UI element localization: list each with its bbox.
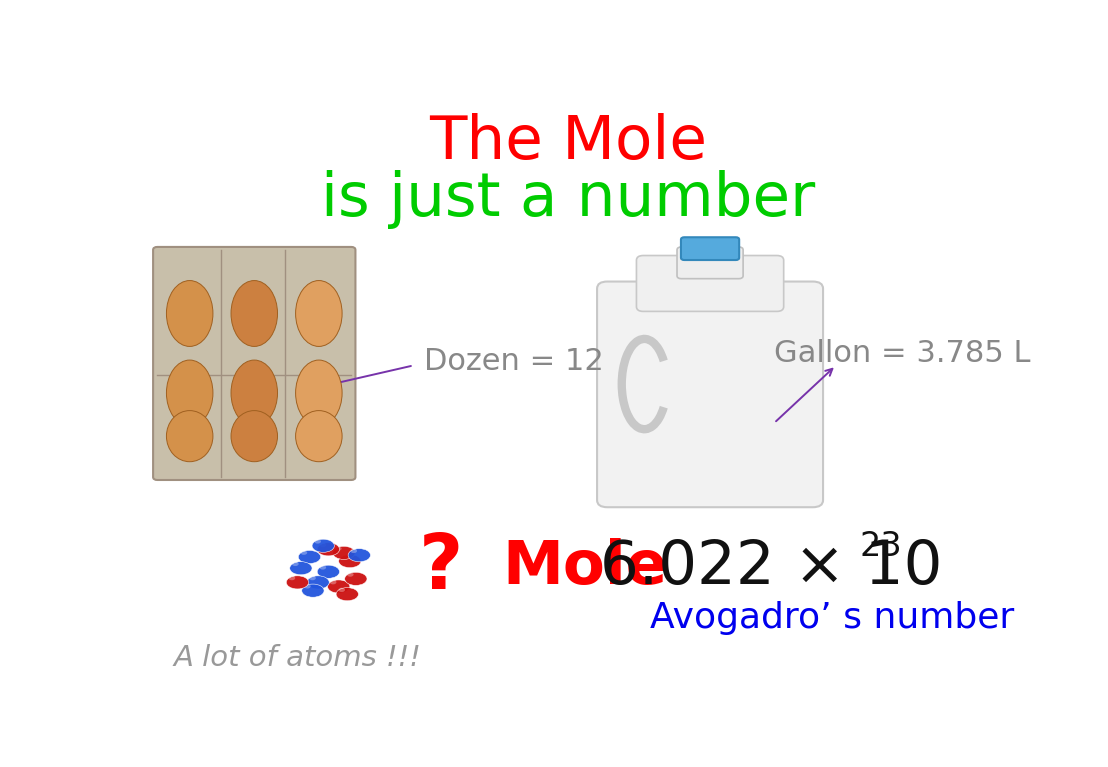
Ellipse shape xyxy=(345,572,367,585)
Text: Gallon = 3.785 L: Gallon = 3.785 L xyxy=(774,339,1030,368)
Ellipse shape xyxy=(300,551,307,555)
FancyBboxPatch shape xyxy=(636,255,783,311)
Ellipse shape xyxy=(339,555,361,568)
Ellipse shape xyxy=(166,360,213,426)
FancyBboxPatch shape xyxy=(597,281,823,507)
Ellipse shape xyxy=(341,555,348,559)
Ellipse shape xyxy=(293,561,299,566)
Ellipse shape xyxy=(312,539,335,552)
Ellipse shape xyxy=(348,548,370,561)
Ellipse shape xyxy=(328,580,350,593)
Ellipse shape xyxy=(319,543,326,547)
Text: Mole: Mole xyxy=(503,538,668,597)
Ellipse shape xyxy=(307,576,329,589)
Text: Avogadro’ s number: Avogadro’ s number xyxy=(650,601,1014,635)
Ellipse shape xyxy=(319,565,326,570)
Ellipse shape xyxy=(296,281,342,347)
Text: The Mole: The Mole xyxy=(429,113,707,172)
Ellipse shape xyxy=(336,588,358,601)
Ellipse shape xyxy=(350,548,357,553)
Ellipse shape xyxy=(230,360,277,426)
Ellipse shape xyxy=(296,410,342,462)
Ellipse shape xyxy=(286,576,309,589)
Ellipse shape xyxy=(166,410,213,462)
Ellipse shape xyxy=(317,543,339,556)
Ellipse shape xyxy=(301,584,324,597)
Ellipse shape xyxy=(298,551,320,564)
FancyBboxPatch shape xyxy=(681,237,739,260)
Ellipse shape xyxy=(304,584,310,588)
FancyBboxPatch shape xyxy=(677,247,743,278)
Text: 23: 23 xyxy=(859,530,902,563)
Ellipse shape xyxy=(347,572,353,577)
Ellipse shape xyxy=(230,281,277,347)
Ellipse shape xyxy=(315,539,321,544)
Ellipse shape xyxy=(166,281,213,347)
Text: ?: ? xyxy=(419,531,463,605)
Ellipse shape xyxy=(332,546,355,559)
Ellipse shape xyxy=(338,588,345,592)
Ellipse shape xyxy=(230,410,277,462)
Ellipse shape xyxy=(317,565,339,578)
Ellipse shape xyxy=(289,561,312,574)
Text: A lot of atoms !!!: A lot of atoms !!! xyxy=(174,644,421,672)
Ellipse shape xyxy=(296,360,342,426)
Ellipse shape xyxy=(330,580,337,584)
Ellipse shape xyxy=(288,576,295,580)
FancyBboxPatch shape xyxy=(153,247,356,480)
Text: 6.022 × 10: 6.022 × 10 xyxy=(599,538,942,597)
Ellipse shape xyxy=(309,576,316,580)
Text: is just a number: is just a number xyxy=(320,170,815,229)
Text: Dozen = 12: Dozen = 12 xyxy=(423,347,604,376)
Ellipse shape xyxy=(335,546,341,551)
